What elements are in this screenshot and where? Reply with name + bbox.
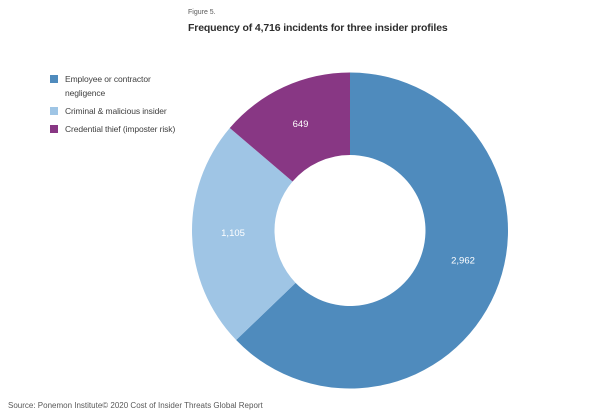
- legend-item-credential-thief-imposter-risk: Credential thief (imposter risk): [50, 122, 175, 136]
- legend-label: Credential thief (imposter risk): [65, 124, 176, 134]
- donut-value-label: 649: [293, 119, 309, 130]
- figure-label: Figure 5.: [188, 9, 216, 16]
- legend-swatch: [50, 125, 58, 133]
- donut-segment-criminal-malicious-insider: [192, 127, 296, 341]
- legend-item-employee-or-contractor-negligence: Employee or contractor negligence: [50, 72, 175, 100]
- donut-segment-credential-thief-imposter-risk: [229, 72, 350, 182]
- legend-item-criminal-malicious-insider: Criminal & malicious insider: [50, 104, 175, 118]
- legend-label: Criminal & malicious insider: [65, 106, 167, 116]
- legend-label: Employee or contractor negligence: [65, 74, 151, 98]
- donut-segment-employee-or-contractor-negligence: [236, 72, 509, 389]
- donut-value-label: 2,962: [451, 255, 475, 266]
- legend-swatch: [50, 75, 58, 83]
- source-note: Source: Ponemon Institute© 2020 Cost of …: [8, 401, 263, 410]
- chart-legend: Employee or contractor negligence Crimina…: [50, 72, 175, 140]
- legend-swatch: [50, 107, 58, 115]
- donut-value-label: 1,105: [221, 228, 245, 239]
- figure-title: Frequency of 4,716 incidents for three i…: [188, 22, 448, 34]
